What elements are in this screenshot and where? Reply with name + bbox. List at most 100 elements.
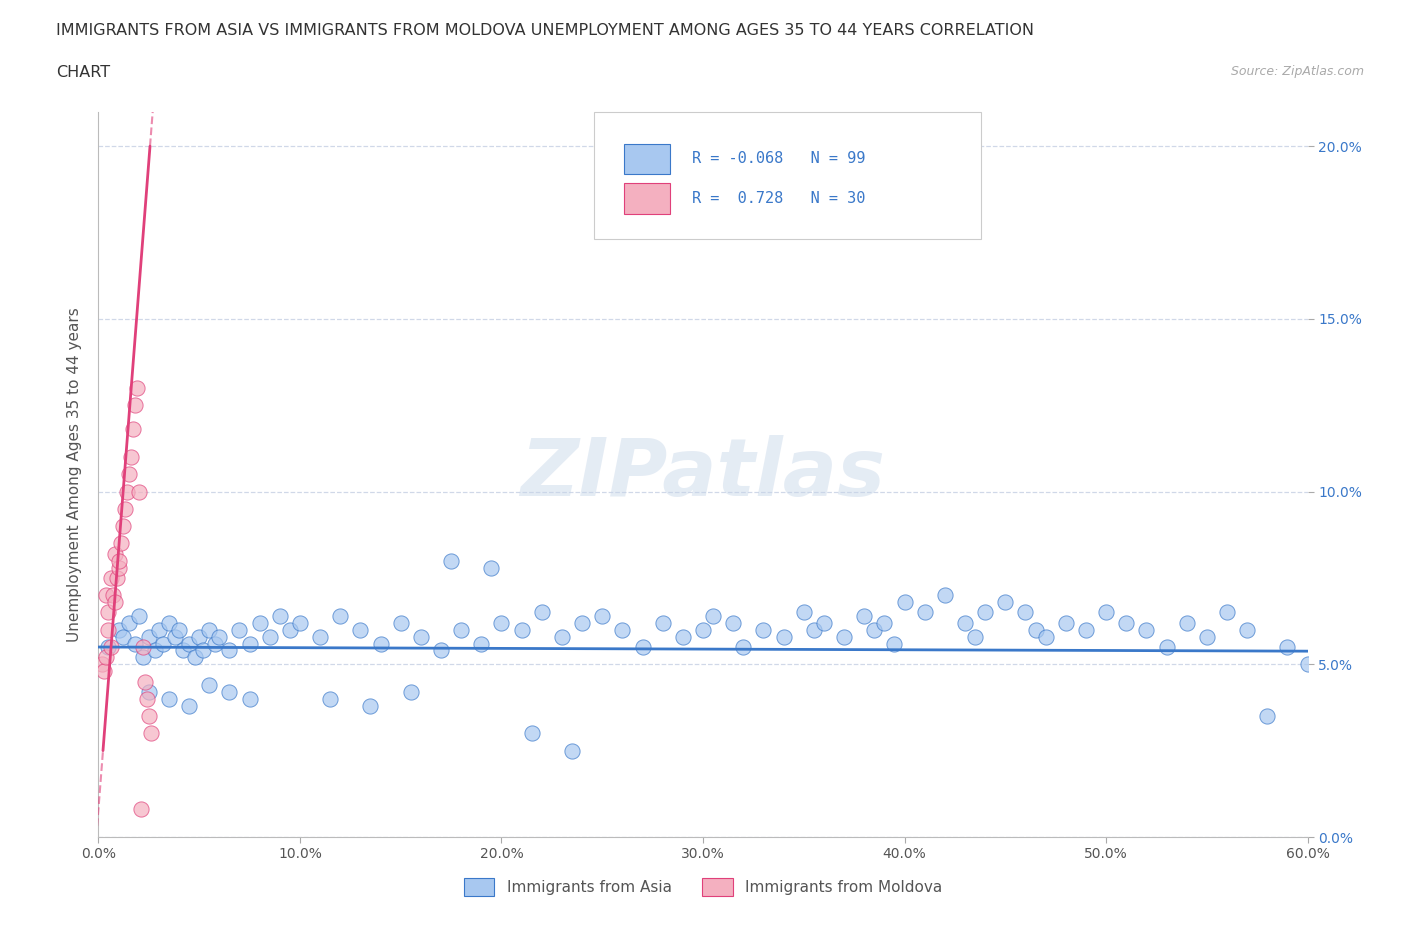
Y-axis label: Unemployment Among Ages 35 to 44 years: Unemployment Among Ages 35 to 44 years: [66, 307, 82, 642]
Point: [631, 640, 654, 655]
Point: [1135, 622, 1157, 637]
Point: [107, 622, 129, 637]
Point: [470, 636, 492, 651]
Point: [450, 622, 472, 637]
Point: [752, 622, 775, 637]
Point: [399, 684, 422, 699]
Point: [1074, 622, 1097, 637]
Point: [188, 630, 211, 644]
Point: [138, 684, 160, 699]
Point: [278, 622, 301, 637]
Text: Source: ZipAtlas.com: Source: ZipAtlas.com: [1230, 65, 1364, 78]
Point: [135, 691, 157, 706]
Point: [228, 622, 250, 637]
Point: [100, 570, 122, 585]
Point: [129, 802, 152, 817]
Point: [208, 630, 231, 644]
Point: [124, 636, 146, 651]
Point: [832, 630, 855, 644]
Point: [179, 698, 201, 713]
Point: [198, 678, 221, 693]
Point: [1256, 709, 1278, 724]
Point: [723, 616, 745, 631]
Text: R = -0.068   N = 99: R = -0.068 N = 99: [692, 152, 866, 166]
Point: [118, 616, 141, 631]
Point: [269, 608, 291, 623]
Point: [813, 616, 835, 631]
Point: [1035, 630, 1057, 644]
Point: [994, 594, 1017, 609]
Point: [93, 664, 115, 679]
Point: [1156, 640, 1178, 655]
Point: [1115, 616, 1137, 631]
Text: IMMIGRANTS FROM ASIA VS IMMIGRANTS FROM MOLDOVA UNEMPLOYMENT AMONG AGES 35 TO 44: IMMIGRANTS FROM ASIA VS IMMIGRANTS FROM …: [56, 23, 1035, 38]
Point: [167, 622, 190, 637]
Point: [128, 485, 150, 499]
Point: [97, 640, 120, 655]
Point: [1296, 657, 1319, 671]
Text: CHART: CHART: [56, 65, 110, 80]
Point: [107, 560, 129, 575]
Point: [440, 553, 463, 568]
Point: [148, 622, 170, 637]
Point: [103, 546, 125, 561]
Point: [125, 380, 148, 395]
Point: [853, 608, 876, 623]
Point: [1025, 622, 1047, 637]
Point: [96, 588, 118, 603]
Point: [115, 485, 138, 499]
Point: [101, 588, 124, 603]
Point: [551, 630, 574, 644]
Point: [793, 605, 815, 620]
Point: [510, 622, 533, 637]
Point: [1236, 622, 1258, 637]
Point: [520, 726, 543, 741]
FancyBboxPatch shape: [624, 143, 671, 174]
Point: [259, 630, 281, 644]
Point: [138, 630, 160, 644]
Point: [288, 616, 311, 631]
Point: [914, 605, 936, 620]
Point: [309, 630, 332, 644]
Point: [134, 674, 156, 689]
FancyBboxPatch shape: [624, 183, 671, 214]
Point: [733, 640, 755, 655]
Point: [491, 616, 513, 631]
Point: [97, 622, 120, 637]
Point: [138, 709, 160, 724]
Point: [111, 630, 134, 644]
Point: [1277, 640, 1299, 655]
Point: [370, 636, 392, 651]
Point: [143, 643, 166, 658]
Text: R =  0.728   N = 30: R = 0.728 N = 30: [692, 192, 866, 206]
Point: [110, 536, 132, 551]
Point: [111, 519, 134, 534]
Point: [91, 657, 114, 671]
Point: [953, 616, 976, 631]
Point: [1095, 605, 1118, 620]
Point: [198, 622, 221, 637]
Point: [218, 643, 240, 658]
Point: [218, 684, 240, 699]
Point: [105, 570, 128, 585]
Point: [172, 643, 194, 658]
Point: [107, 553, 129, 568]
Point: [103, 594, 125, 609]
Point: [934, 588, 956, 603]
Legend: Immigrants from Asia, Immigrants from Moldova: Immigrants from Asia, Immigrants from Mo…: [458, 872, 948, 902]
Point: [118, 467, 141, 482]
Point: [120, 449, 142, 464]
Point: [863, 622, 886, 637]
Point: [692, 622, 714, 637]
Point: [179, 636, 201, 651]
Point: [329, 608, 352, 623]
Point: [349, 622, 371, 637]
Point: [530, 605, 553, 620]
Point: [1175, 616, 1198, 631]
Point: [139, 726, 162, 741]
Point: [319, 691, 342, 706]
Point: [965, 630, 987, 644]
Point: [239, 691, 262, 706]
Point: [124, 398, 146, 413]
Point: [873, 616, 896, 631]
